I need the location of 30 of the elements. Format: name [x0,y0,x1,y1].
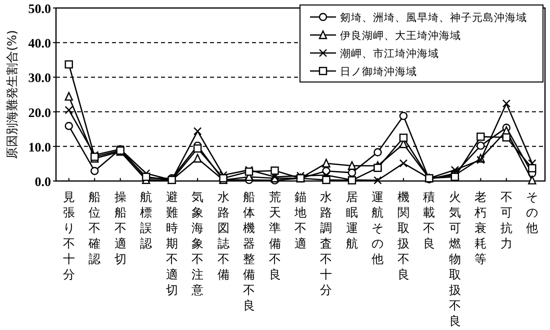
x-tick-label: 気象海象不注意 [190,190,204,297]
x-tick-label: 見張り不十分 [62,190,75,282]
x-tick-label: 老朽衰耗等 [474,190,487,266]
y-tick-label: 40.0 [28,36,51,51]
x-tick-label: その他 [526,190,538,235]
x-tick-label: 航標誤認 [140,190,152,250]
legend-label: 剱埼、洲埼、風早埼、神子元島沖海域 [340,11,527,24]
y-axis-title: 原因別海難発生割合(%) [5,30,19,159]
x-tick-label: 水路調査不十分 [320,190,332,297]
x-tick-label: 機関取扱不良 [397,190,410,282]
x-tick-label: 錨地不適 [294,190,306,250]
x-tick-label: 船体機器整備不良 [243,190,256,312]
x-tick-label: 水路図誌不備 [217,190,230,282]
x-tick-label: 荒天準備不良 [268,190,281,282]
x-tick-label: 操船不適切 [114,190,126,266]
x-tick-label: 居眠運航 [346,190,358,250]
legend-label: 伊良湖岬、大王埼沖海域 [340,29,461,42]
x-tick-label: 運航その他 [372,190,384,266]
y-tick-label: 50.0 [28,1,51,16]
x-tick-label: 船位不確認 [88,190,101,266]
legend-label: 日ノ御埼沖海域 [340,65,417,78]
y-tick-label: 30.0 [28,70,51,86]
y-tick-label: 20.0 [28,104,51,120]
x-tick-label: 避難時期不適切 [166,190,178,297]
category-label: 火気可燃物取扱不良 [448,190,461,328]
legend-label: 潮岬、市江埼沖海域 [340,47,439,60]
y-tick-label: 0.0 [34,174,51,189]
x-tick-label: 不可抗力 [500,190,512,250]
y-tick-label: 10.0 [28,139,51,154]
x-tick-label: 積載不良 [423,190,436,250]
